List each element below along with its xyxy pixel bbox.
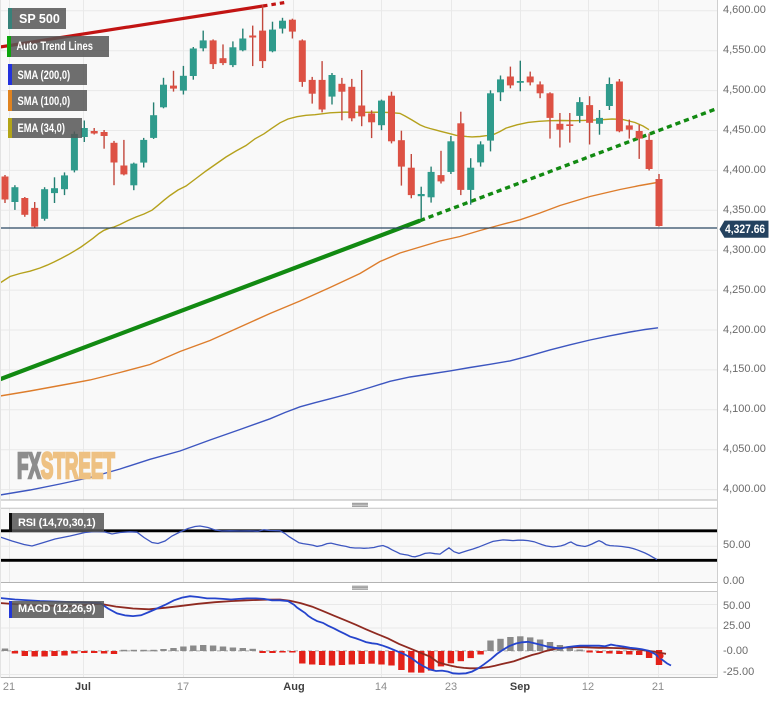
svg-text:FXSTREET: FXSTREET	[17, 447, 115, 487]
